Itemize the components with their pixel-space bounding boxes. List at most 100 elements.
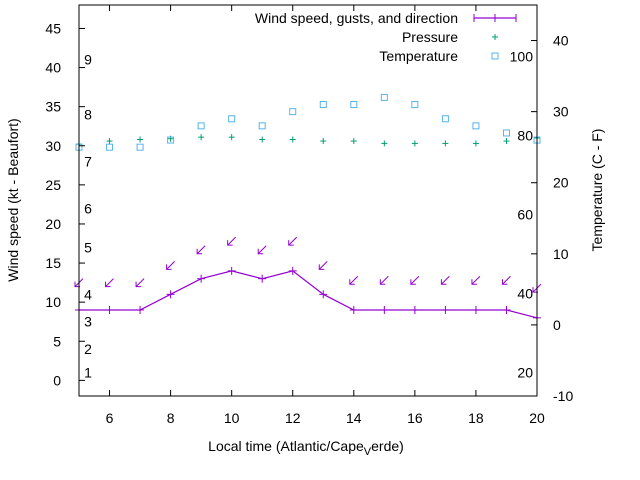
arrow-head [349,279,355,285]
arrow-head [196,248,203,255]
y-right-tick-label: 0 [553,317,561,333]
x-axis-title: Local time (Atlantic/CapeVerde) [208,438,404,458]
arrow-head [410,279,416,285]
legend-label: Pressure [402,29,458,45]
beaufort-label: 4 [84,286,92,302]
wind-speed-point [197,274,206,283]
wind-direction-arrow [318,261,328,270]
temperature-point [167,136,175,144]
beaufort-label: 9 [84,52,92,68]
temperature-point [411,101,419,109]
arrow-shaft [227,236,237,246]
y-right-tick-label: 10 [553,246,569,262]
temperature-point [258,122,266,130]
legend-label: Temperature [379,48,458,64]
pressure-point [228,134,235,141]
arrow-head [227,240,233,246]
wind-speed-line [79,270,538,319]
wind-direction-arrow [349,275,359,285]
wind-direction-arrow [288,236,298,246]
x-tick-label: 20 [529,410,545,426]
x-tick-label: 12 [285,410,301,426]
arrow-head [379,279,386,285]
y-left-tick-label: 10 [45,294,61,310]
y-left-tick-label: 45 [45,20,61,36]
temperature-point [502,129,510,137]
y-left-tick-label: 20 [45,216,61,232]
pressure-point [350,138,357,145]
legend-entry: Pressure [402,29,498,45]
temperature-point [350,101,358,109]
beaufort-label: 5 [84,239,92,255]
wind-direction-arrow [105,278,114,288]
wind-direction-arrow [227,236,237,246]
wind-direction-arrow [501,275,511,285]
wind-direction-arrow [257,245,267,255]
wind-direction-arrow [166,261,175,270]
plot-frame [78,4,538,397]
wind-speed-point [288,266,297,275]
legend-label: Wind speed, gusts, and direction [255,10,458,26]
wind-direction-arrow [471,275,481,285]
x-tick-label: 18 [468,410,484,426]
fahrenheit-label: 60 [517,206,533,222]
pressure-point [442,140,449,147]
pressure-point [137,136,144,143]
arrow-shaft [166,261,175,270]
x-tick-label: 16 [407,410,423,426]
pressure-point [106,138,113,145]
temperature-point [197,122,205,130]
arrow-head [501,279,508,285]
arrow-head [532,287,538,293]
beaufort-label: 1 [84,365,92,381]
y-right-tick-label: 40 [553,33,569,49]
arrow-shaft [196,245,206,255]
arrow-head [288,240,294,246]
temperature-point [441,115,449,123]
y-left-tick-label: 30 [45,138,61,154]
temperature-point [319,101,327,109]
arrow-head [257,248,264,255]
fahrenheit-label: 20 [517,364,533,380]
wind-speed-point [380,305,389,314]
pressure-point [320,138,327,145]
arrow-shaft [471,275,481,285]
arrow-shaft [379,275,389,285]
arrow-head [105,281,111,288]
y-left-tick-label: 15 [45,255,61,271]
x-tick-label: 10 [224,410,240,426]
arrow-shaft [257,245,267,255]
y-left-tick-label: 0 [53,372,61,388]
beaufort-label: 2 [84,341,92,357]
arrow-head [318,264,325,270]
beaufort-label: 6 [84,200,92,216]
fahrenheit-label: 40 [517,285,533,301]
arrow-shaft [105,278,114,287]
wind-direction-arrow [196,245,206,255]
arrow-shaft [318,261,328,270]
arrow-shaft [135,278,145,287]
wind-speed-point [471,305,480,314]
y-right-tick-label: -10 [553,388,573,404]
legend-entry: Temperature [379,48,499,64]
axes-group: 6 8 10 12 14 16 18 20051015202530354045-1001020… [45,5,573,426]
y-axis-left-title: Wind speed (kt - Beaufort) [5,118,21,281]
wind-speed-point [502,305,511,314]
arrow-shaft [349,275,359,285]
beaufort-label: 8 [84,106,92,122]
wind-speed-point [441,305,450,314]
temperature-point [228,115,236,123]
plot-marks [74,93,542,322]
wind-speed-point [166,290,175,299]
arrow-head [166,264,172,270]
legend-swatch-square [491,52,499,60]
pressure-point [472,140,479,147]
y-left-tick-label: 40 [45,60,61,76]
beaufort-scale-labels: 1 2 3 4 5 6 7 8 9 [84,52,92,381]
wind-speed-point [319,290,328,299]
fahrenheit-scale-labels: 20 40 60 80 100 [510,48,534,380]
legend: Wind speed, gusts, and direction Pressure… [255,10,517,64]
arrow-shaft [441,275,450,285]
x-tick-label: 6 [106,410,114,426]
